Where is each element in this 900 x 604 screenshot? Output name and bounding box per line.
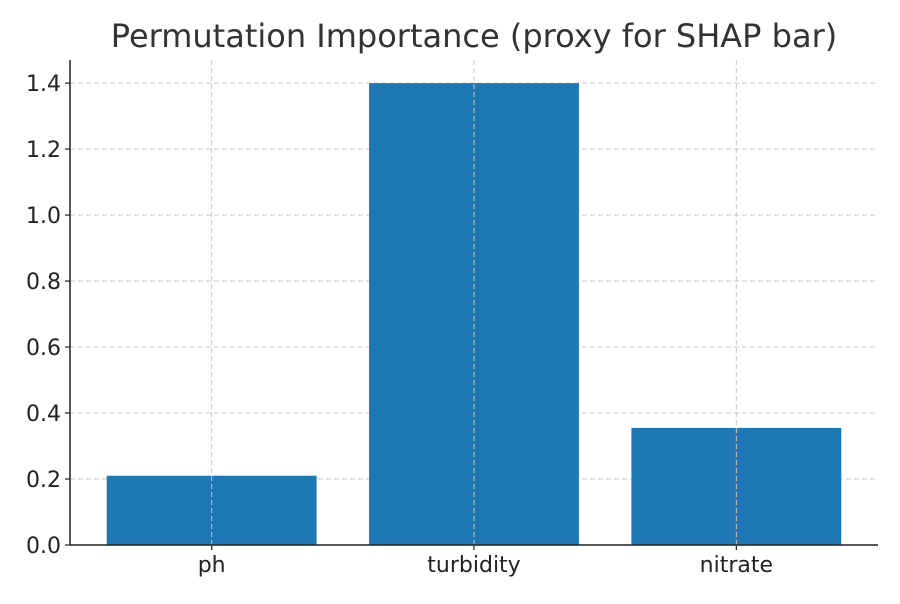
chart-title: Permutation Importance (proxy for SHAP b… (111, 17, 837, 55)
y-tick-label: 0.8 (26, 270, 61, 295)
x-tick-label: nitrate (700, 553, 773, 578)
bars (106, 60, 842, 545)
y-tick-label: 1.2 (26, 138, 61, 163)
y-tick-label: 0.2 (26, 468, 61, 493)
y-tick-label: 1.0 (26, 204, 61, 229)
x-tick-label: turbidity (427, 553, 520, 578)
y-tick-label: 0.0 (26, 534, 61, 559)
y-tick-label: 0.6 (26, 336, 61, 361)
x-tick-label: ph (198, 553, 226, 578)
y-tick-label: 1.4 (26, 72, 61, 97)
tick-labels: 0.0 0.2 0.4 0.6 0.8 1.0 1.2 1.4 ph turbidity nitra… (26, 72, 773, 578)
y-tick-label: 0.4 (26, 402, 61, 427)
